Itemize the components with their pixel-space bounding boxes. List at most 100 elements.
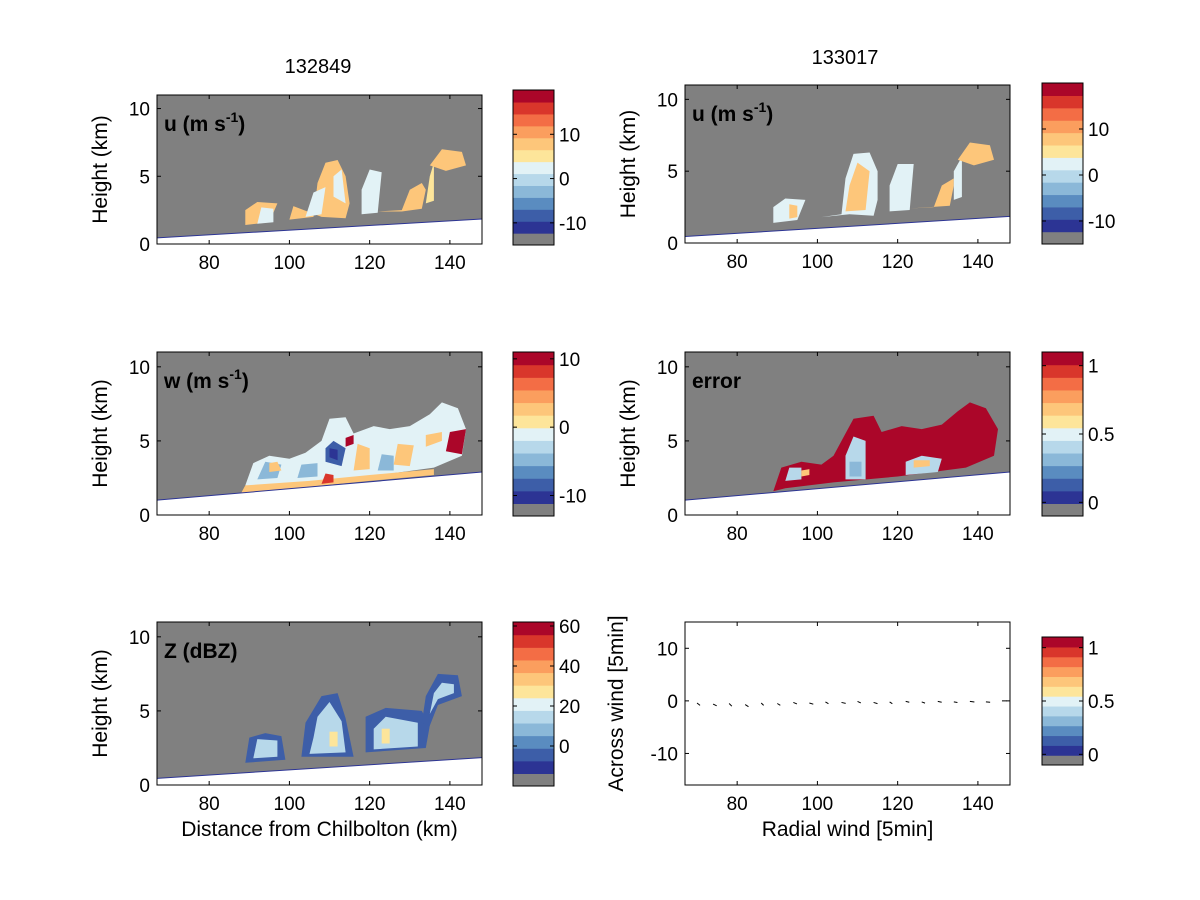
colorbar-swatch — [513, 90, 554, 103]
data-region — [269, 461, 282, 472]
x-tick-label: 100 — [274, 794, 306, 815]
data-region — [789, 204, 798, 219]
colorbar: 10.50 — [1041, 351, 1114, 517]
colorbar: 10 0 -10 — [512, 89, 586, 246]
colorbar-swatch — [1042, 352, 1083, 366]
x-tick-label: 120 — [882, 794, 914, 815]
colorbar-swatch — [1042, 144, 1083, 158]
x-tick-label: 100 — [802, 794, 834, 815]
colorbar-tick-label: -10 — [1088, 212, 1115, 233]
colorbar-swatch — [1042, 427, 1083, 441]
y-axis-label: Height (km) — [89, 379, 112, 488]
y-tick-label: 0 — [139, 235, 150, 256]
y-tick-label: 10 — [657, 639, 678, 660]
colorbar-swatch — [513, 173, 554, 186]
axes-frame — [684, 84, 1011, 244]
colorbar-swatch — [513, 137, 554, 151]
colorbar-swatch — [513, 710, 554, 724]
colorbar-swatch — [1042, 402, 1083, 416]
no-data-background — [157, 95, 482, 244]
colorbar-swatch — [1042, 725, 1083, 737]
colorbar-nodata-swatch — [1042, 755, 1083, 765]
colorbar-swatch — [513, 748, 554, 762]
axes-frame — [156, 351, 483, 516]
x-tick-label: 120 — [882, 524, 914, 545]
data-region — [909, 178, 954, 209]
colorbar-swatch — [513, 427, 554, 441]
colorbar-swatch — [513, 352, 554, 366]
colorbar-swatch — [1042, 169, 1083, 183]
wind-arrow — [969, 700, 975, 703]
data-region — [913, 460, 930, 468]
plot-field — [685, 85, 1010, 243]
panel-label-main: w (m s — [163, 370, 229, 393]
wind-arrow — [793, 701, 798, 705]
colorbar-swatch — [513, 101, 554, 115]
colorbar-swatch — [1042, 389, 1083, 404]
panel-label: u (m s-1) — [164, 109, 245, 136]
ground-line — [157, 471, 482, 501]
colorbar-swatch — [513, 490, 554, 504]
colorbar: 10.50 — [1041, 636, 1114, 766]
colorbar-swatch — [1042, 364, 1083, 378]
y-tick-label: 10 — [657, 90, 678, 111]
colorbar-tick-label: 20 — [559, 697, 580, 718]
x-tick-label: 100 — [274, 524, 306, 545]
colorbar-tick-label: 0.5 — [1088, 425, 1114, 446]
data-region — [425, 162, 434, 204]
x-tick-label: 100 — [802, 524, 834, 545]
plot-field — [157, 95, 482, 244]
colorbar-swatch — [513, 685, 554, 699]
y-tick-label: 0 — [139, 506, 150, 527]
colorbar-swatch — [1042, 705, 1083, 717]
colorbar-swatch — [513, 647, 554, 661]
data-region — [377, 183, 426, 212]
colorbar-frame — [1041, 82, 1084, 245]
data-region — [329, 731, 338, 747]
x-tick-label: 120 — [354, 794, 386, 815]
data-region — [845, 162, 870, 212]
colorbar-swatch — [513, 125, 554, 139]
data-region — [241, 469, 434, 493]
colorbar-swatch — [513, 697, 554, 711]
colorbar-swatch — [1042, 415, 1083, 429]
y-tick-label: 5 — [139, 702, 150, 723]
wind-arrow — [728, 703, 733, 707]
wind-arrow — [696, 702, 701, 706]
y-tick-label: 10 — [129, 100, 150, 121]
wind-arrow — [825, 701, 829, 705]
data-region — [245, 402, 466, 487]
terrain-mask — [157, 757, 482, 785]
colorbar-swatch — [513, 659, 554, 674]
x-tick-label: 140 — [434, 794, 466, 815]
colorbar-frame — [512, 621, 555, 787]
x-axis-label: Radial wind [5min] — [762, 818, 934, 841]
colorbar-frame — [512, 89, 555, 246]
colorbar-swatch — [1042, 107, 1083, 121]
x-tick-label: 100 — [802, 252, 834, 273]
colorbar-swatch — [1042, 715, 1083, 727]
colorbar-nodata-swatch — [513, 503, 554, 516]
no-data-background — [685, 85, 1010, 243]
data-region — [953, 156, 962, 200]
data-region — [297, 463, 318, 478]
ground-line — [685, 215, 1010, 238]
colorbar-swatch — [513, 452, 554, 467]
data-region — [849, 461, 862, 477]
colorbar-swatch — [513, 161, 554, 175]
colorbar-swatch — [513, 440, 554, 454]
y-tick-label: 0 — [667, 506, 678, 527]
colorbar-swatch — [1042, 452, 1083, 467]
ground-line — [685, 471, 1010, 501]
x-tick-label: 100 — [274, 253, 306, 274]
y-tick-label: 0 — [139, 776, 150, 797]
y-tick-label: 10 — [129, 358, 150, 379]
data-region — [785, 467, 802, 481]
colorbar-swatch — [1042, 465, 1083, 479]
y-tick-label: 5 — [139, 432, 150, 453]
wind-arrow — [777, 703, 781, 706]
colorbar-swatch — [1042, 83, 1083, 96]
data-region — [425, 432, 442, 447]
